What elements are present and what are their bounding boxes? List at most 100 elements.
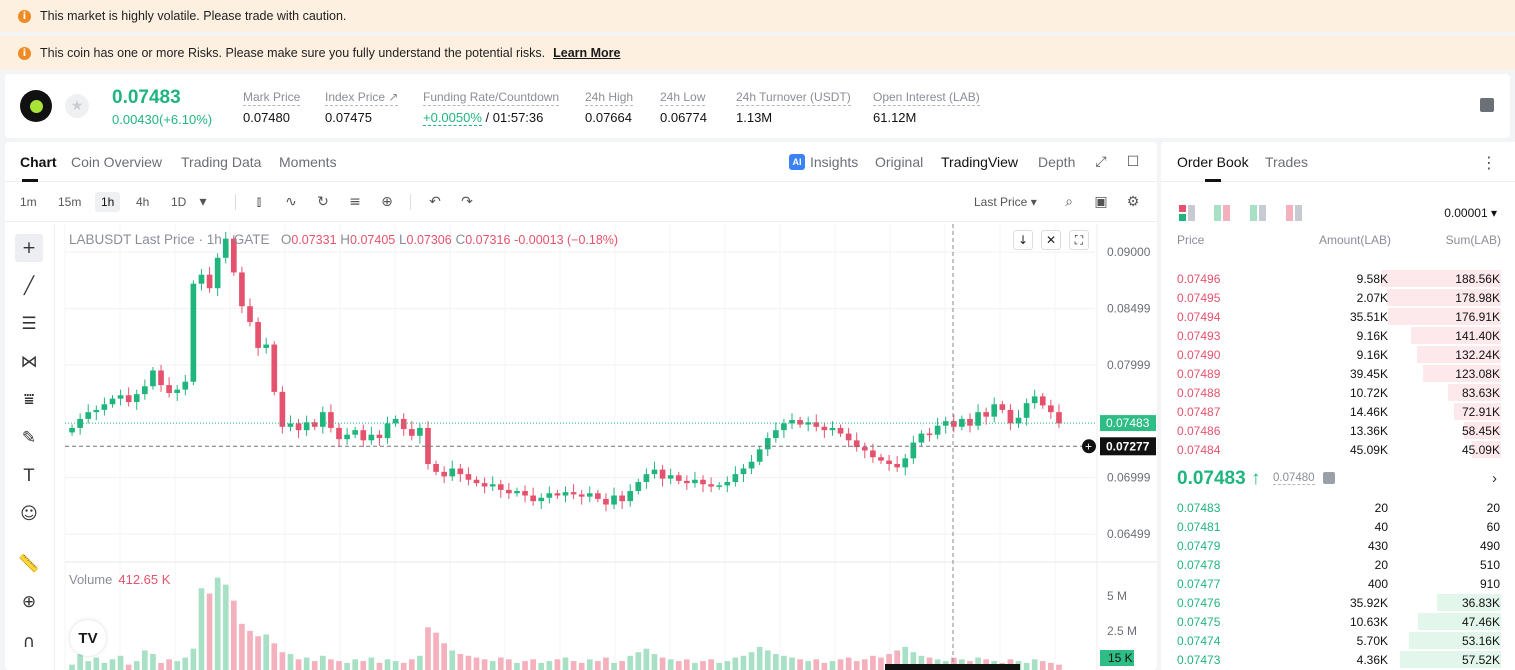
layout-both-icon[interactable] [1179, 205, 1195, 221]
row-amount: 10.72K [1349, 386, 1388, 400]
fib-tool-icon[interactable]: ☰ [21, 314, 37, 334]
settings-gear-icon[interactable]: ⚙ [1126, 194, 1140, 210]
volume-bar [1023, 662, 1030, 670]
bid-row[interactable]: 0.07475 10.63K 47.46K [1161, 612, 1515, 631]
volume-bar [764, 650, 771, 670]
ask-row[interactable]: 0.07490 9.16K 132.24K [1161, 345, 1515, 364]
row-price: 0.07489 [1177, 367, 1221, 381]
window-icon[interactable]: ☐ [1126, 154, 1140, 170]
chart-toolbar: 1m 15m 1h 4h 1D ▾ ⫾ ∿ ↻ ≡ ⊕ ↶ ↷ Last Pri… [5, 182, 1157, 222]
ask-row[interactable]: 0.07484 45.09K 45.09K [1161, 440, 1515, 459]
layout-bids-icon[interactable] [1250, 205, 1266, 221]
candle-body [959, 418, 965, 427]
ask-row[interactable]: 0.07489 39.45K 123.08K [1161, 364, 1515, 383]
tab-order-book[interactable]: Order Book [1177, 154, 1249, 182]
bid-row[interactable]: 0.07474 5.70K 53.16K [1161, 631, 1515, 650]
magnet-tool-icon[interactable]: ∩ [22, 632, 36, 652]
undo-icon[interactable]: ↶ [429, 194, 441, 210]
interval-15m[interactable]: 15m [58, 195, 82, 209]
ask-row[interactable]: 0.07494 35.51K 176.91K [1161, 307, 1515, 326]
interval-4h[interactable]: 4h [136, 195, 150, 209]
favorite-star-icon[interactable]: ★ [65, 94, 89, 118]
replay-icon[interactable]: ↻ [317, 194, 329, 210]
volume-bar [675, 661, 682, 670]
tab-trading-data[interactable]: Trading Data [181, 154, 262, 170]
legend-open: 0.07331 [291, 233, 337, 247]
candle-body [781, 423, 787, 431]
ask-row[interactable]: 0.07486 13.36K 58.45K [1161, 421, 1515, 440]
volatility-warning-bar: i This market is highly volatile. Please… [0, 0, 1515, 32]
fullscreen-icon[interactable]: ⛶ [1069, 230, 1089, 250]
depth-bar [1454, 403, 1501, 420]
bid-row[interactable]: 0.07476 35.92K 36.83K [1161, 593, 1515, 612]
view-depth[interactable]: Depth [1038, 154, 1076, 170]
camera-icon[interactable]: ▣ [1094, 194, 1108, 210]
collapse-icon[interactable]: ✕ [1041, 230, 1061, 250]
layout-asks-icon[interactable] [1286, 205, 1302, 221]
view-original[interactable]: Original [875, 154, 924, 170]
crosshair-tool-icon[interactable]: + [15, 234, 43, 262]
interval-1m[interactable]: 1m [20, 195, 37, 209]
price-source-select[interactable]: Last Price ▾ [974, 195, 1037, 209]
interval-1h[interactable]: 1h [95, 192, 121, 212]
candle-body [732, 474, 739, 483]
templates-icon[interactable]: ≡ [349, 194, 361, 210]
stat-funding-rate[interactable]: Funding Rate/Countdown +0.0050% / 01:57:… [423, 90, 560, 126]
bid-row[interactable]: 0.07479 430 490 [1161, 536, 1515, 555]
tab-moments[interactable]: Moments [279, 154, 337, 170]
row-amount: 9.16K [1356, 348, 1388, 362]
chevron-right-icon[interactable]: › [1492, 470, 1497, 487]
pattern-tool-icon[interactable]: ⋈ [20, 352, 38, 372]
ask-row[interactable]: 0.07487 14.46K 72.91K [1161, 402, 1515, 421]
more-vertical-icon[interactable]: ⋮ [1481, 155, 1497, 172]
ask-row[interactable]: 0.07488 10.72K 83.63K [1161, 383, 1515, 402]
bid-row[interactable]: 0.07481 40 60 [1161, 517, 1515, 536]
row-sum: 36.83K [1461, 596, 1500, 610]
add-alert-icon[interactable]: ⊕ [381, 194, 393, 210]
brush-tool-icon[interactable]: ✎ [21, 428, 37, 448]
view-insights[interactable]: Insights [810, 154, 859, 170]
candle-body [489, 484, 496, 487]
row-price: 0.07487 [1177, 405, 1221, 419]
tab-coin-overview[interactable]: Coin Overview [71, 154, 163, 170]
tab-trades[interactable]: Trades [1265, 154, 1309, 170]
indicators-icon[interactable]: ∿ [285, 194, 297, 210]
bid-row[interactable]: 0.07483 20 20 [1161, 498, 1515, 517]
candle-body [384, 423, 391, 439]
interval-dropdown-icon[interactable]: ▾ [199, 194, 207, 210]
stat-index-price[interactable]: Index Price ↗ 0.07475 [325, 90, 399, 125]
emoji-tool-icon[interactable]: ☺ [20, 504, 38, 524]
row-sum: 72.91K [1461, 405, 1500, 419]
prediction-tool-icon[interactable]: ⩸ [23, 390, 35, 410]
bid-row[interactable]: 0.07473 4.36K 57.52K [1161, 650, 1515, 669]
learn-more-link[interactable]: Learn More [553, 46, 621, 60]
ask-row[interactable]: 0.07493 9.16K 141.40K [1161, 326, 1515, 345]
tab-chart[interactable]: Chart [20, 154, 57, 182]
row-sum: 910 [1479, 577, 1500, 591]
expand-icon[interactable]: ⤢ [1095, 154, 1107, 170]
layout-bids-asks-icon[interactable] [1214, 205, 1230, 221]
candlestick-chart[interactable]: 0.09000 0.08499 0.07999 0.06999 0.06499 5 M 2.… [60, 224, 1157, 670]
volume-bar [643, 648, 650, 670]
stat-mark-price[interactable]: Mark Price 0.07480 [243, 90, 301, 125]
redo-icon[interactable]: ↷ [461, 194, 473, 210]
precision-select[interactable]: 0.00001 ▾ [1444, 206, 1497, 220]
bid-row[interactable]: 0.07478 20 510 [1161, 555, 1515, 574]
bid-row[interactable]: 0.07477 400 910 [1161, 574, 1515, 593]
trendline-tool-icon[interactable]: ╱ [23, 276, 35, 296]
volume-bar [295, 659, 302, 670]
scroll-down-icon[interactable]: ↓ [1013, 230, 1033, 250]
candle-type-icon[interactable]: ⫾ [256, 194, 262, 210]
row-price: 0.07478 [1177, 558, 1221, 572]
search-icon[interactable]: ⌕ [1065, 194, 1073, 210]
ruler-tool-icon[interactable]: 📏 [18, 554, 40, 574]
book-icon[interactable] [1480, 98, 1494, 112]
ask-row[interactable]: 0.07495 2.07K 178.98K [1161, 288, 1515, 307]
interval-1d[interactable]: 1D [171, 195, 187, 209]
ask-row[interactable]: 0.07496 9.58K 188.56K [1161, 269, 1515, 288]
view-tradingview[interactable]: TradingView [941, 154, 1019, 170]
text-tool-icon[interactable]: T [23, 466, 35, 486]
zoom-in-tool-icon[interactable]: ⊕ [21, 592, 37, 612]
volume-bar [910, 652, 917, 670]
candle-body [530, 495, 536, 502]
